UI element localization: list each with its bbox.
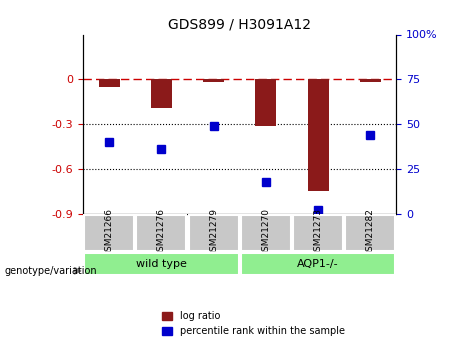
Bar — [151, 79, 172, 108]
FancyBboxPatch shape — [136, 215, 186, 251]
Text: GSM21276: GSM21276 — [157, 208, 166, 257]
Text: wild type: wild type — [136, 259, 187, 269]
Bar — [255, 79, 276, 126]
FancyBboxPatch shape — [84, 253, 239, 275]
FancyBboxPatch shape — [241, 215, 291, 251]
FancyBboxPatch shape — [84, 215, 134, 251]
FancyBboxPatch shape — [345, 215, 396, 251]
Title: GDS899 / H3091A12: GDS899 / H3091A12 — [168, 18, 311, 32]
Text: GSM21270: GSM21270 — [261, 208, 270, 257]
Text: genotype/variation: genotype/variation — [5, 266, 97, 276]
Bar — [99, 79, 119, 87]
FancyBboxPatch shape — [189, 215, 239, 251]
Bar — [360, 79, 381, 82]
Text: GSM21282: GSM21282 — [366, 208, 375, 257]
Bar — [203, 79, 224, 82]
FancyBboxPatch shape — [293, 215, 343, 251]
Text: GSM21266: GSM21266 — [105, 208, 113, 257]
Bar — [307, 79, 329, 191]
Legend: log ratio, percentile rank within the sample: log ratio, percentile rank within the sa… — [159, 307, 349, 340]
Text: GSM21273: GSM21273 — [313, 208, 323, 257]
Text: GSM21279: GSM21279 — [209, 208, 218, 257]
FancyBboxPatch shape — [241, 253, 396, 275]
Text: AQP1-/-: AQP1-/- — [297, 259, 339, 269]
